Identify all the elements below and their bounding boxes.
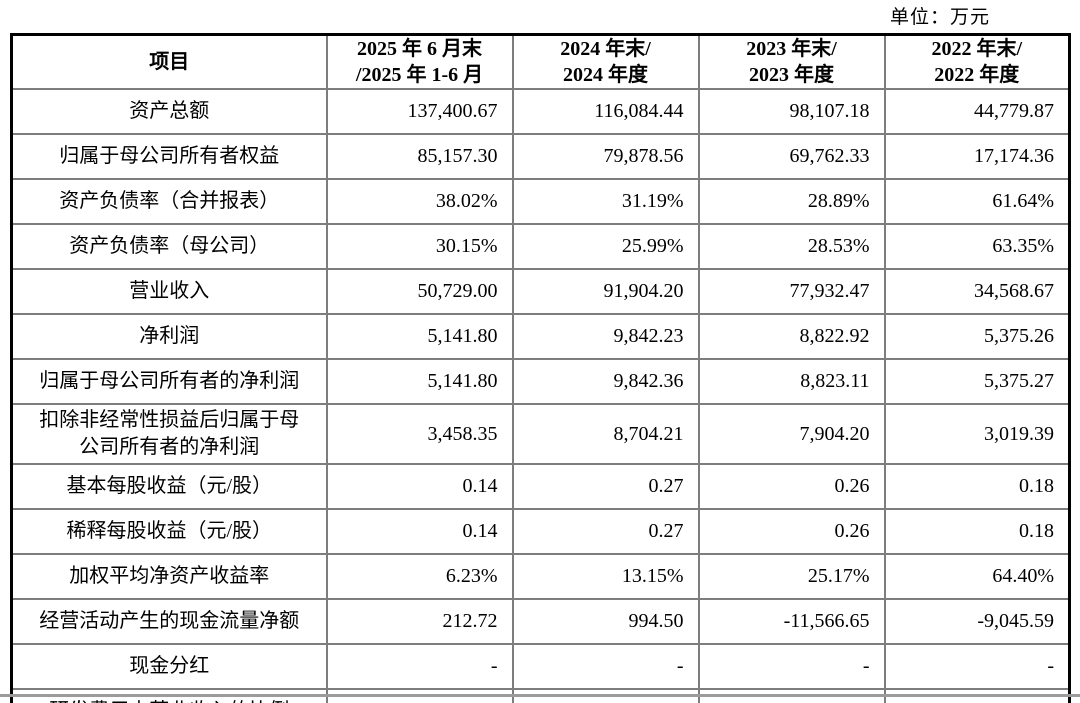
table-row: 净利润 5,141.80 9,842.23 8,822.92 5,375.26 xyxy=(10,313,1071,360)
value-cell-2023: 8,823.11 xyxy=(697,358,886,405)
value-cell-2023: 25.17% xyxy=(697,553,886,600)
value-cell-2025: 5,141.80 xyxy=(325,358,514,405)
row-label-cell: 归属于母公司所有者的净利润 xyxy=(10,358,328,405)
table-row: 基本每股收益（元/股） 0.14 0.27 0.26 0.18 xyxy=(10,463,1071,510)
header-period-2022: 2022 年末/ 2022 年度 xyxy=(883,33,1071,90)
value-cell-2025: - xyxy=(325,643,514,690)
value-cell-2023: 7,904.20 xyxy=(697,403,886,465)
header-period-2024: 2024 年末/ 2024 年度 xyxy=(511,33,700,90)
value-cell-2023: 8,822.92 xyxy=(697,313,886,360)
value-cell-2024: 13.15% xyxy=(511,553,700,600)
value-cell-2025: 5,141.80 xyxy=(325,313,514,360)
value-cell-2022: 34,568.67 xyxy=(883,268,1071,315)
value-cell-2023: 28.53% xyxy=(697,223,886,270)
table-row: 经营活动产生的现金流量净额 212.72 994.50 -11,566.65 -… xyxy=(10,598,1071,645)
value-cell-2025: 50,729.00 xyxy=(325,268,514,315)
row-label-cell: 净利润 xyxy=(10,313,328,360)
value-cell-2024: 116,084.44 xyxy=(511,88,700,135)
value-cell-2025: 137,400.67 xyxy=(325,88,514,135)
table-row: 资产负债率（母公司） 30.15% 25.99% 28.53% 63.35% xyxy=(10,223,1071,270)
value-cell-2023: 77,932.47 xyxy=(697,268,886,315)
unit-label: 单位：万元 xyxy=(889,7,990,28)
value-cell-2022: 5,375.26 xyxy=(883,313,1071,360)
row-label-cell: 现金分红 xyxy=(10,643,328,690)
value-cell-2024: 0.27 xyxy=(511,463,700,510)
header-item-column: 项目 xyxy=(10,33,328,90)
header-period-2023: 2023 年末/ 2023 年度 xyxy=(697,33,886,90)
value-cell-2025: 0.14 xyxy=(325,508,514,555)
value-cell-2023: - xyxy=(697,643,886,690)
value-cell-2025: 3,458.35 xyxy=(325,403,514,465)
table-row: 营业收入 50,729.00 91,904.20 77,932.47 34,56… xyxy=(10,268,1071,315)
value-cell-2022: 44,779.87 xyxy=(883,88,1071,135)
value-cell-2023: 28.89% xyxy=(697,178,886,225)
value-cell-2024: 9,842.36 xyxy=(511,358,700,405)
header-period-2025: 2025 年 6 月末 /2025 年 1-6 月 xyxy=(325,33,514,90)
value-cell-2022: 5,375.27 xyxy=(883,358,1071,405)
value-cell-2025: 85,157.30 xyxy=(325,133,514,180)
value-cell-2024: 0.27 xyxy=(511,508,700,555)
row-label-cell: 扣除非经常性损益后归属于母公司所有者的净利润 xyxy=(10,403,328,465)
value-cell-2022: 3,019.39 xyxy=(883,403,1071,465)
value-cell-2024: 79,878.56 xyxy=(511,133,700,180)
table-body: 资产总额 137,400.67 116,084.44 98,107.18 44,… xyxy=(10,88,1071,703)
row-label-cell: 稀释每股收益（元/股） xyxy=(10,508,328,555)
value-cell-2025: 38.02% xyxy=(325,178,514,225)
table-row: 加权平均净资产收益率 6.23% 13.15% 25.17% 64.40% xyxy=(10,553,1071,600)
value-cell-2024: 25.99% xyxy=(511,223,700,270)
value-cell-2022: - xyxy=(883,643,1071,690)
value-cell-2025: 30.15% xyxy=(325,223,514,270)
value-cell-2024: - xyxy=(511,643,700,690)
value-cell-2024: 994.50 xyxy=(511,598,700,645)
value-cell-2023: 0.26 xyxy=(697,508,886,555)
table-row: 归属于母公司所有者的净利润 5,141.80 9,842.36 8,823.11… xyxy=(10,358,1071,405)
table-row: 扣除非经常性损益后归属于母公司所有者的净利润 3,458.35 8,704.21… xyxy=(10,403,1071,465)
row-label-cell: 经营活动产生的现金流量净额 xyxy=(10,598,328,645)
value-cell-2022: -9,045.59 xyxy=(883,598,1071,645)
value-cell-2022: 61.64% xyxy=(883,178,1071,225)
value-cell-2024: 8,704.21 xyxy=(511,403,700,465)
value-cell-2023: 0.26 xyxy=(697,463,886,510)
value-cell-2022: 17,174.36 xyxy=(883,133,1071,180)
row-label-cell: 资产负债率（母公司） xyxy=(10,223,328,270)
table-row: 资产总额 137,400.67 116,084.44 98,107.18 44,… xyxy=(10,88,1071,135)
page-bottom-divider xyxy=(0,694,1080,697)
value-cell-2025: 6.23% xyxy=(325,553,514,600)
row-label-cell: 营业收入 xyxy=(10,268,328,315)
value-cell-2023: 98,107.18 xyxy=(697,88,886,135)
table-row: 现金分红 - - - - xyxy=(10,643,1071,690)
table-row: 资产负债率（合并报表） 38.02% 31.19% 28.89% 61.64% xyxy=(10,178,1071,225)
value-cell-2022: 0.18 xyxy=(883,508,1071,555)
row-label-cell: 归属于母公司所有者权益 xyxy=(10,133,328,180)
value-cell-2023: -11,566.65 xyxy=(697,598,886,645)
row-label-cell: 加权平均净资产收益率 xyxy=(10,553,328,600)
table-row: 归属于母公司所有者权益 85,157.30 79,878.56 69,762.3… xyxy=(10,133,1071,180)
value-cell-2022: 64.40% xyxy=(883,553,1071,600)
value-cell-2024: 9,842.23 xyxy=(511,313,700,360)
value-cell-2022: 63.35% xyxy=(883,223,1071,270)
financial-summary-table: 项目 2025 年 6 月末 /2025 年 1-6 月 2024 年末/ 20… xyxy=(10,33,1071,703)
value-cell-2025: 212.72 xyxy=(325,598,514,645)
header-row: 项目 2025 年 6 月末 /2025 年 1-6 月 2024 年末/ 20… xyxy=(10,33,1071,90)
value-cell-2024: 31.19% xyxy=(511,178,700,225)
table-row: 稀释每股收益（元/股） 0.14 0.27 0.26 0.18 xyxy=(10,508,1071,555)
value-cell-2024: 91,904.20 xyxy=(511,268,700,315)
value-cell-2025: 0.14 xyxy=(325,463,514,510)
row-label-cell: 资产总额 xyxy=(10,88,328,135)
value-cell-2023: 69,762.33 xyxy=(697,133,886,180)
value-cell-2022: 0.18 xyxy=(883,463,1071,510)
row-label-cell: 资产负债率（合并报表） xyxy=(10,178,328,225)
row-label-cell: 基本每股收益（元/股） xyxy=(10,463,328,510)
